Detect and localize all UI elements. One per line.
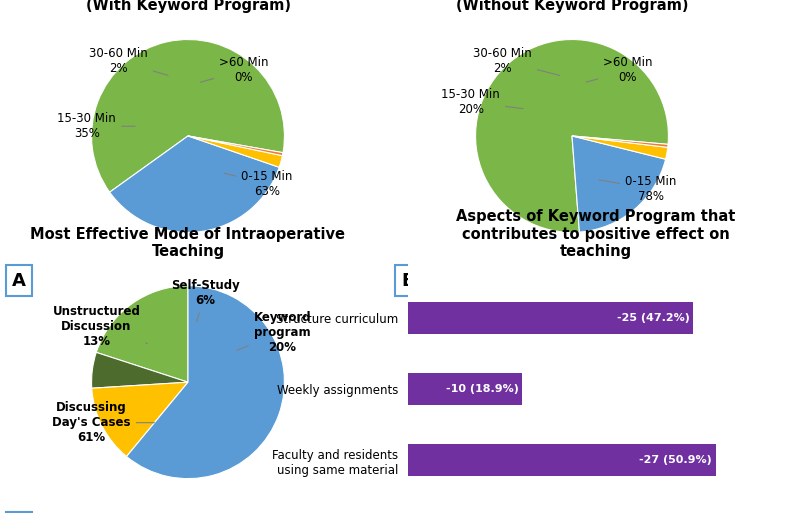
Wedge shape <box>572 136 668 159</box>
Wedge shape <box>188 136 283 155</box>
Text: >60 Min
0%: >60 Min 0% <box>200 56 269 84</box>
Text: Self-Study
6%: Self-Study 6% <box>171 280 240 322</box>
Text: 30-60 Min
2%: 30-60 Min 2% <box>473 47 560 75</box>
Wedge shape <box>572 136 666 232</box>
Text: 0-15 Min
63%: 0-15 Min 63% <box>225 170 293 198</box>
Title: Time Spent Teaching
(Without Keyword Program): Time Spent Teaching (Without Keyword Pro… <box>456 0 688 13</box>
Text: -10 (18.9%): -10 (18.9%) <box>446 384 518 394</box>
Text: Keyword
program
20%: Keyword program 20% <box>237 310 311 353</box>
Text: Unstructured
Discussion
13%: Unstructured Discussion 13% <box>53 305 147 348</box>
Text: B: B <box>402 271 415 290</box>
Bar <box>408 302 693 334</box>
Text: >60 Min
0%: >60 Min 0% <box>586 56 653 84</box>
Text: 0-15 Min
78%: 0-15 Min 78% <box>599 175 677 203</box>
Title: Time Spent Teaching
(With Keyword Program): Time Spent Teaching (With Keyword Progra… <box>86 0 290 13</box>
Text: Discussing
Day's Cases
61%: Discussing Day's Cases 61% <box>52 401 154 444</box>
Wedge shape <box>572 136 668 147</box>
Title: Aspects of Keyword Program that
contributes to positive effect on
teaching: Aspects of Keyword Program that contribu… <box>456 209 736 259</box>
Wedge shape <box>91 40 285 192</box>
Text: -27 (50.9%): -27 (50.9%) <box>639 455 712 465</box>
Wedge shape <box>91 352 188 388</box>
Wedge shape <box>475 40 669 232</box>
Title: Most Effective Mode of Intraoperative
Teaching: Most Effective Mode of Intraoperative Te… <box>30 227 346 259</box>
Text: 15-30 Min
20%: 15-30 Min 20% <box>442 88 523 116</box>
Text: 15-30 Min
35%: 15-30 Min 35% <box>58 112 135 140</box>
Wedge shape <box>110 136 279 232</box>
Text: -25 (47.2%): -25 (47.2%) <box>617 313 690 323</box>
Text: A: A <box>12 271 26 290</box>
Text: 30-60 Min
2%: 30-60 Min 2% <box>89 47 168 75</box>
Wedge shape <box>92 382 188 457</box>
Wedge shape <box>96 286 188 382</box>
Bar <box>408 373 522 405</box>
Wedge shape <box>188 136 282 167</box>
Wedge shape <box>126 286 285 479</box>
Bar <box>408 444 716 476</box>
